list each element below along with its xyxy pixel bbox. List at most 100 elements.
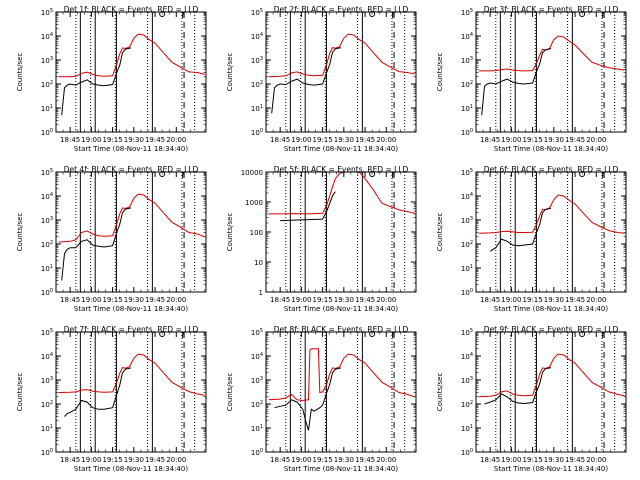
events-series-line	[61, 207, 132, 281]
xtick-label: 19:45	[145, 456, 165, 464]
xtick-label: 18:45	[480, 296, 500, 304]
ytick-label: 105	[41, 168, 53, 177]
xtick-label: 19:00	[81, 296, 101, 304]
xtick-label: 19:15	[313, 456, 333, 464]
panel-title: Det 7f: BLACK = Events, RED = LLD	[64, 325, 199, 334]
ytick-label: 10000	[241, 169, 263, 177]
xtick-label: 18:45	[480, 456, 500, 464]
xtick-label: 20:00	[166, 296, 186, 304]
plot-frame	[475, 171, 627, 293]
xtick-label: 19:00	[81, 136, 101, 144]
plot-frame	[265, 331, 417, 453]
ytick-label: 1000	[245, 199, 263, 207]
xtick-label: 19:15	[523, 456, 543, 464]
xtick-label: 19:30	[334, 136, 354, 144]
ytick-label: 104	[461, 352, 473, 361]
y-axis-label: Counts/sec	[16, 53, 24, 92]
plot-frame	[475, 11, 627, 133]
ytick-label: 102	[41, 80, 53, 89]
xtick-label: 20:00	[586, 136, 606, 144]
ytick-label: 104	[41, 352, 53, 361]
detector-panel: 100 101 102 103 104 105 18:45 19:00 19:15 19:30 19…	[436, 325, 627, 473]
xtick-label: 19:30	[544, 456, 564, 464]
ytick-label: 101	[41, 264, 53, 273]
plot-frame	[265, 171, 417, 293]
detector-panel: 100 101 102 103 104 105 18:45 19:00 19:15 19:30 19…	[16, 165, 207, 313]
y-axis-label: Counts/sec	[16, 213, 24, 252]
ytick-label: 104	[251, 352, 263, 361]
xtick-label: 19:30	[544, 136, 564, 144]
events-series-line	[271, 47, 342, 114]
ytick-label: 102	[461, 240, 473, 249]
xtick-label: 19:15	[103, 296, 123, 304]
xtick-label: 19:15	[313, 136, 333, 144]
xtick-label: 19:00	[291, 456, 311, 464]
ytick-label: 103	[251, 56, 263, 65]
xtick-label: 19:30	[124, 296, 144, 304]
ytick-label: 102	[41, 240, 53, 249]
xtick-label: 19:15	[523, 296, 543, 304]
detector-panel: 100 101 102 103 104 105 18:45 19:00 19:15 19:30 19…	[16, 5, 207, 153]
ytick-label: 104	[41, 32, 53, 41]
plot-frame	[265, 11, 417, 133]
ytick-label: 105	[41, 328, 53, 337]
x-axis-label: Start Time (08-Nov-11 18:34:40)	[494, 145, 608, 153]
xtick-label: 19:15	[103, 456, 123, 464]
xtick-label: 19:00	[501, 456, 521, 464]
xtick-label: 19:45	[565, 136, 585, 144]
plot-frame	[55, 11, 207, 133]
detector-panel: 100 101 102 103 104 105 18:45 19:00 19:15 19:30 19…	[226, 5, 417, 153]
ytick-label: 105	[461, 168, 473, 177]
lld-series-line	[58, 353, 205, 396]
xtick-label: 20:00	[586, 456, 606, 464]
panel-title: Det 4f: BLACK = Events, RED = LLD	[64, 165, 199, 174]
xtick-label: 19:15	[103, 136, 123, 144]
xtick-label: 18:45	[60, 136, 80, 144]
ytick-label: 102	[41, 400, 53, 409]
panel-title: Det 9f: BLACK = Events, RED = LLD	[484, 325, 619, 334]
ytick-label: 100	[250, 229, 263, 237]
y-axis-label: Counts/sec	[436, 373, 444, 412]
xtick-label: 20:00	[376, 296, 396, 304]
plot-frame	[475, 331, 627, 453]
x-axis-label: Start Time (08-Nov-11 18:34:40)	[494, 305, 608, 313]
xtick-label: 18:45	[270, 456, 290, 464]
xtick-label: 19:45	[145, 136, 165, 144]
panel-title: Det 8f: BLACK = Events, RED = LLD	[274, 325, 409, 334]
events-series-line	[64, 367, 132, 417]
ytick-label: 102	[461, 80, 473, 89]
lld-series-line	[268, 33, 415, 78]
panel-title: Det 1f: BLACK = Events, RED = LLD	[64, 5, 199, 14]
events-series-line	[274, 367, 342, 431]
ytick-label: 100	[461, 288, 473, 297]
ytick-label: 100	[41, 128, 53, 137]
xtick-label: 20:00	[376, 136, 396, 144]
xtick-label: 18:45	[480, 136, 500, 144]
xtick-label: 18:45	[60, 296, 80, 304]
ytick-label: 100	[461, 128, 473, 137]
y-axis-label: Counts/sec	[16, 373, 24, 412]
plot-frame	[55, 171, 207, 293]
plot-frame	[55, 331, 207, 453]
ytick-label: 105	[461, 328, 473, 337]
ytick-label: 101	[251, 104, 263, 113]
ytick-label: 105	[251, 328, 263, 337]
detector-panel: 100 101 102 103 104 105 18:45 19:00 19:15 19:30 19…	[16, 325, 207, 473]
xtick-label: 19:00	[501, 136, 521, 144]
ytick-label: 103	[461, 216, 473, 225]
xtick-label: 19:00	[291, 136, 311, 144]
ytick-label: 100	[251, 448, 263, 457]
events-series-line	[489, 207, 552, 252]
lld-series-line	[268, 172, 415, 215]
xtick-label: 19:15	[523, 136, 543, 144]
xtick-label: 19:45	[355, 296, 375, 304]
events-series-line	[484, 367, 552, 405]
ytick-label: 103	[461, 376, 473, 385]
ytick-label: 101	[41, 104, 53, 113]
xtick-label: 19:15	[313, 296, 333, 304]
ytick-label: 101	[461, 264, 473, 273]
ytick-label: 100	[41, 448, 53, 457]
panel-title: Det 3f: BLACK = Events, RED = LLD	[484, 5, 619, 14]
x-axis-label: Start Time (08-Nov-11 18:34:40)	[494, 465, 608, 473]
ytick-label: 101	[461, 104, 473, 113]
